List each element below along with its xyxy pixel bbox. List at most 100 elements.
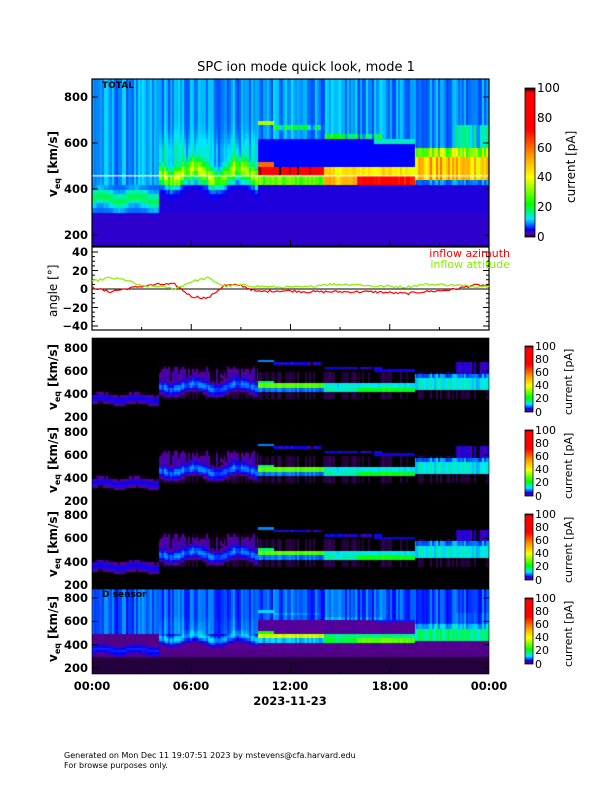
y-tick-label: 600 xyxy=(63,614,88,629)
colorbar-tick-label: 60 xyxy=(535,533,549,547)
y-axis-label-b: veq [km/s] xyxy=(46,427,62,493)
y-tick-label: 800 xyxy=(63,341,88,355)
colorbar xyxy=(524,429,534,497)
y-label-subscript: eq xyxy=(53,177,62,189)
x-tick-3: 18:00 xyxy=(371,679,409,693)
panel-label-total: TOTAL xyxy=(102,81,134,91)
y-label-unit: [km/s] xyxy=(46,343,60,387)
y-tick-label: 400 xyxy=(63,471,88,485)
colorbar-label: current [pA] xyxy=(564,130,578,203)
colorbar-tick-label: 20 xyxy=(535,560,549,574)
y-axis-label-a: veq [km/s] xyxy=(46,343,62,410)
legend-azimuth: inflow azimuth xyxy=(429,247,510,260)
x-tick-4: 00:00 xyxy=(470,679,508,693)
y-label-symbol: v xyxy=(46,401,60,410)
colorbar-tick-label: 80 xyxy=(537,110,553,125)
footer: Generated on Mon Dec 11 19:07:51 2023 by… xyxy=(64,751,356,771)
panel-frame xyxy=(91,588,490,675)
colorbar-label: current [pA] xyxy=(562,600,575,667)
y-tick-label: 200 xyxy=(63,228,88,242)
series-line-azimuth xyxy=(91,282,489,300)
colorbar-tick-label: 20 xyxy=(535,392,549,406)
spectrogram-sensor-a xyxy=(92,338,489,421)
x-tick-1: 06:00 xyxy=(172,679,210,693)
spectrogram-sensor-c xyxy=(92,505,489,589)
y-tick-label: 600 xyxy=(63,448,88,462)
y-label-symbol: v xyxy=(46,653,60,662)
colorbar-tick-label: 80 xyxy=(535,436,549,450)
colorbar-tick-label: 40 xyxy=(535,379,549,393)
y-label-unit: [km/s] xyxy=(46,130,60,174)
colorbar-tick-label: 60 xyxy=(535,365,549,379)
angle-tick-label: −20 xyxy=(62,300,88,315)
colorbar-tick-label: 20 xyxy=(535,644,549,658)
chart-title: SPC ion mode quick look, mode 1 xyxy=(197,60,415,75)
y-label-symbol: v xyxy=(46,188,60,197)
colorbar-tick-label: 100 xyxy=(535,423,556,437)
y-label-subscript: eq xyxy=(53,474,62,486)
y-label-unit: [km/s] xyxy=(46,427,60,471)
colorbar xyxy=(524,513,534,581)
y-tick-label: 200 xyxy=(63,410,88,424)
colorbar-tick-label: 100 xyxy=(535,591,556,605)
colorbar-tick-label: 0 xyxy=(535,573,542,587)
colorbar-tick-label: 20 xyxy=(535,476,549,490)
colorbar xyxy=(524,597,534,665)
y-label-subscript: eq xyxy=(53,642,62,654)
y-label-subscript: eq xyxy=(53,390,62,402)
y-label-symbol: v xyxy=(46,569,60,577)
y-tick-label: 600 xyxy=(63,531,88,546)
colorbar xyxy=(524,87,536,238)
y-label-unit: [km/s] xyxy=(46,595,60,639)
colorbar-tick-label: 60 xyxy=(535,449,549,463)
y-axis-label-d: veq [km/s] xyxy=(46,595,62,662)
footer-disclaimer: For browse purposes only. xyxy=(64,761,168,770)
colorbar-tick-label: 0 xyxy=(537,230,545,244)
y-tick-label: 400 xyxy=(63,637,88,652)
y-tick-label: 400 xyxy=(63,182,88,196)
y-tick-label: 400 xyxy=(63,387,88,401)
spectrogram-sensor-b xyxy=(92,421,489,505)
panel-frame xyxy=(91,504,490,590)
colorbar-tick-label: 100 xyxy=(537,81,560,95)
y-axis-label-total: veq [km/s] xyxy=(46,130,62,197)
panel-frame xyxy=(91,78,490,247)
panel-frame xyxy=(91,337,490,422)
x-tick-0: 00:00 xyxy=(73,679,111,693)
panel-frame xyxy=(91,420,490,506)
y-axis-label-c: veq [km/s] xyxy=(46,511,62,577)
colorbar-tick-label: 40 xyxy=(535,463,549,477)
spectrogram-total xyxy=(92,79,489,246)
colorbar-tick-label: 60 xyxy=(537,140,553,155)
angle-tick-label: −40 xyxy=(62,319,88,333)
y-tick-label: 600 xyxy=(63,364,88,378)
y-tick-label: 800 xyxy=(63,591,88,605)
y-tick-label: 200 xyxy=(63,661,88,675)
colorbar-tick-label: 80 xyxy=(535,352,549,366)
colorbar xyxy=(524,345,534,413)
colorbar-tick-label: 40 xyxy=(537,170,553,185)
angle-tick-label: 40 xyxy=(71,245,88,259)
angle-axis-label: angle [°] xyxy=(46,264,60,317)
panel-label-d-sensor: D sensor xyxy=(102,590,147,600)
y-tick-label: 600 xyxy=(63,136,88,150)
colorbar-tick-label: 40 xyxy=(535,631,549,645)
angle-tick-label: 20 xyxy=(71,263,88,278)
spectrogram-sensor-d xyxy=(92,589,489,674)
y-label-unit: [km/s] xyxy=(46,511,60,555)
colorbar-tick-label: 20 xyxy=(537,200,553,215)
colorbar-tick-label: 60 xyxy=(535,617,549,631)
y-tick-label: 200 xyxy=(63,578,88,592)
colorbar-label: current [pA] xyxy=(562,516,575,583)
y-tick-label: 800 xyxy=(63,90,88,104)
y-label-symbol: v xyxy=(46,485,60,493)
footer-generated: Generated on Mon Dec 11 19:07:51 2023 by… xyxy=(64,751,356,760)
colorbar-tick-label: 0 xyxy=(535,489,542,503)
y-tick-label: 800 xyxy=(63,508,88,522)
x-axis-date: 2023-11-23 xyxy=(253,694,327,708)
colorbar-tick-label: 80 xyxy=(535,604,549,618)
colorbar-label: current [pA] xyxy=(562,432,575,499)
colorbar-tick-label: 0 xyxy=(535,405,542,419)
colorbar-tick-label: 100 xyxy=(535,507,556,521)
